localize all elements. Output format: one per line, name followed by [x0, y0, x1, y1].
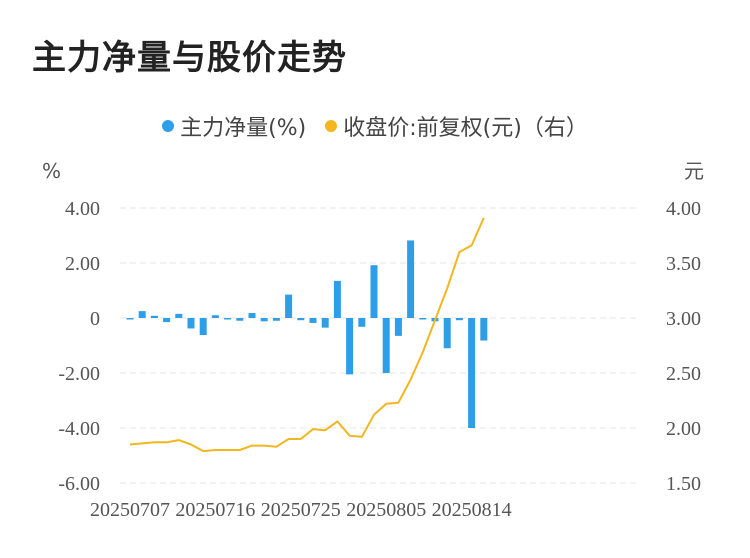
net-volume-bar — [211, 315, 219, 318]
net-volume-bar — [370, 265, 378, 318]
net-volume-bar — [382, 318, 390, 373]
net-volume-bar — [407, 240, 415, 318]
net-volume-bar — [321, 318, 329, 328]
left-tick-label: 4.00 — [65, 198, 100, 220]
x-tick-label: 20250716 — [175, 499, 255, 521]
net-volume-bar — [419, 318, 427, 320]
legend-label-close-price: 收盘价:前复权(元)（右） — [343, 116, 588, 141]
legend-item-close-price[interactable]: 收盘价:前复权(元)（右） — [325, 110, 588, 142]
legend-dot-net-volume — [162, 120, 175, 132]
legend-dot-close-price — [325, 120, 338, 132]
net-volume-bar — [468, 318, 476, 428]
legend-item-net-volume[interactable]: 主力净量(%) — [162, 110, 306, 142]
right-tick-label: 1.50 — [666, 473, 701, 495]
net-volume-bar — [480, 318, 488, 341]
net-volume-bar — [260, 318, 268, 322]
left-tick-label: -4.00 — [58, 418, 100, 440]
right-tick-label: 4.00 — [666, 198, 701, 220]
legend-label-net-volume: 主力净量(%) — [180, 116, 307, 141]
right-tick-label: 2.50 — [666, 363, 701, 385]
net-volume-bar — [138, 311, 146, 318]
close-price-line — [129, 217, 485, 453]
net-volume-bar — [394, 318, 402, 336]
net-volume-bar — [175, 313, 183, 318]
net-volume-bar — [346, 318, 354, 375]
x-tick-label: 20250805 — [346, 499, 426, 521]
x-tick-label: 20250814 — [432, 499, 512, 521]
left-tick-label: -6.00 — [58, 473, 100, 495]
net-volume-bar — [199, 318, 207, 336]
net-volume-bar — [272, 318, 280, 321]
net-volume-bar — [333, 280, 341, 318]
net-volume-bar — [126, 318, 134, 320]
net-volume-bar — [150, 315, 158, 318]
left-tick-label: 2.00 — [65, 253, 100, 275]
x-tick-label: 20250707 — [90, 499, 170, 521]
right-tick-label: 2.00 — [666, 418, 701, 440]
net-volume-bar — [309, 318, 317, 323]
net-volume-bar — [224, 318, 232, 320]
net-volume-bar — [163, 318, 171, 323]
right-tick-label: 3.00 — [666, 308, 701, 330]
chart-title: 主力净量与股价走势 — [32, 38, 347, 78]
net-volume-bar — [248, 313, 256, 318]
net-volume-bar — [455, 318, 463, 321]
x-tick-label: 20250725 — [261, 499, 341, 521]
left-tick-label: -2.00 — [58, 363, 100, 385]
right-tick-label: 3.50 — [666, 253, 701, 275]
net-volume-bar — [443, 318, 451, 349]
net-volume-bar — [358, 318, 366, 327]
net-volume-bar — [285, 294, 293, 318]
right-axis-unit: 元 — [684, 159, 704, 183]
left-axis-unit: % — [42, 159, 61, 183]
legend: 主力净量(%) 收盘价:前复权(元)（右） — [0, 110, 750, 142]
net-volume-bar — [236, 318, 244, 321]
left-tick-label: 0 — [90, 308, 100, 330]
net-volume-bar — [187, 318, 195, 329]
net-volume-bar — [297, 318, 305, 321]
